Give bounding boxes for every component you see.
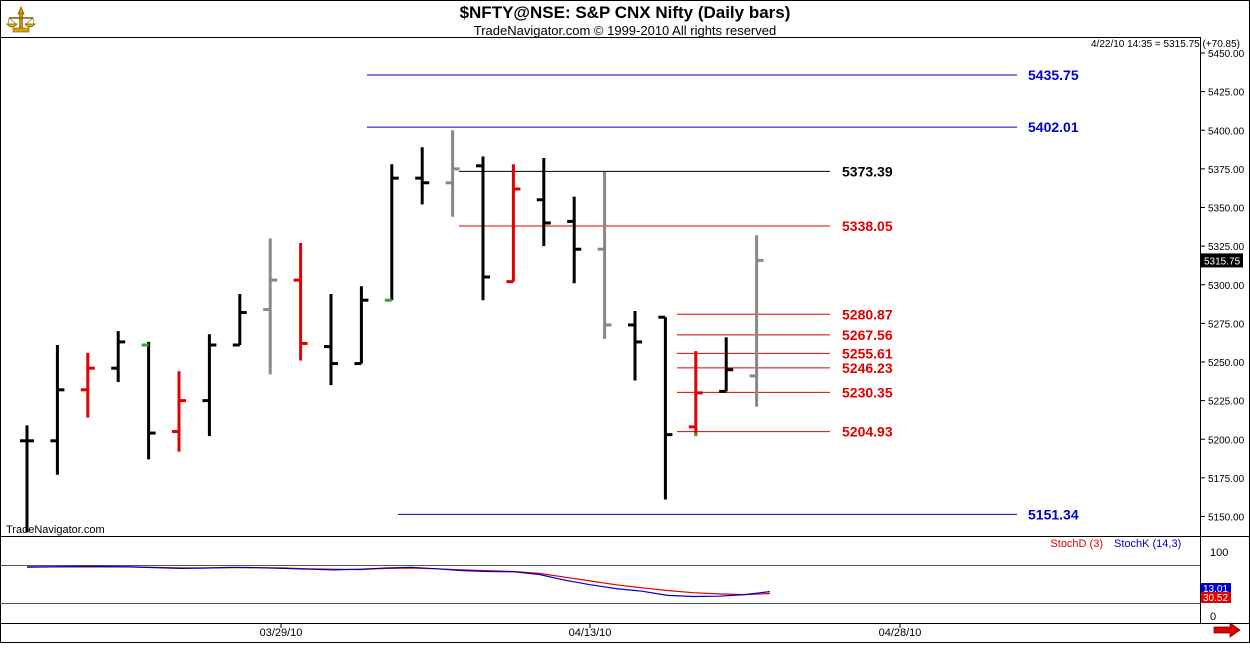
ohlc-bar: [263, 238, 278, 375]
ohlc-bar: [232, 294, 247, 347]
price-tick-label: 5425.00: [1208, 88, 1245, 99]
ohlc-bar: [172, 371, 186, 452]
date-label: 04/13/10: [569, 627, 612, 639]
price-tick-label: 5200.00: [1208, 435, 1245, 446]
ohlc-bar: [50, 345, 65, 475]
level-label: 5435.75: [1028, 67, 1079, 83]
stoch-k-value: 13.01: [1203, 584, 1228, 595]
ohlc-bar: [202, 334, 217, 437]
chart-title: $NFTY@NSE: S&P CNX Nifty (Daily bars): [459, 3, 791, 22]
price-tick-label: 5275.00: [1208, 319, 1245, 330]
ohlc-bar: [658, 315, 673, 500]
ohlc-bar: [354, 286, 369, 366]
last-price-label: 5315.75: [1204, 256, 1241, 267]
ohlc-bar: [597, 171, 612, 339]
ohlc-bar: [445, 130, 460, 217]
scroll-right-arrow-icon[interactable]: [1212, 622, 1242, 638]
level-label: 5267.56: [842, 327, 893, 343]
price-tick-label: 5400.00: [1208, 126, 1245, 137]
stoch-axis-100: 100: [1210, 547, 1228, 559]
level-label: 5338.05: [842, 218, 893, 234]
level-label: 5373.39: [842, 163, 893, 179]
price-tick-label: 5350.00: [1208, 204, 1245, 215]
ohlc-bar: [567, 196, 582, 284]
price-tick-label: 5250.00: [1208, 358, 1245, 369]
ohlc-bar: [749, 235, 764, 407]
watermark: TradeNavigator.com: [6, 524, 105, 536]
stoch-axis-0: 0: [1210, 611, 1216, 623]
level-label: 5204.93: [842, 424, 893, 440]
ohlc-bar: [80, 352, 95, 418]
ohlc-bar: [293, 243, 308, 361]
level-label: 5255.61: [842, 345, 893, 361]
level-label: 5230.35: [842, 384, 893, 400]
trade-navigator-logo-icon[interactable]: [4, 4, 38, 38]
last-price-box: [1201, 253, 1243, 268]
ohlc-bar: [628, 311, 642, 381]
price-tick-label: 5325.00: [1208, 242, 1245, 253]
stoch-d-legend: StochD (3): [1050, 538, 1103, 550]
price-tick-label: 5150.00: [1208, 513, 1245, 524]
stoch-d-value-box: [1201, 592, 1231, 603]
ohlc-bar: [141, 341, 156, 460]
ohlc-bar: [536, 158, 551, 247]
level-label: 5280.87: [842, 306, 893, 322]
stoch-d-line: [26, 566, 771, 596]
stoch-k-line: [27, 565, 771, 598]
stoch-d-value: 30.52: [1203, 593, 1228, 604]
price-tick-label: 5300.00: [1208, 281, 1245, 292]
copyright-text: TradeNavigator.com © 1999-2010 All right…: [473, 23, 777, 38]
level-label: 5402.01: [1028, 119, 1079, 135]
stoch-k-legend: StochK (14,3): [1114, 538, 1181, 550]
stoch-k-value-box: [1201, 583, 1231, 594]
ohlc-bar: [20, 425, 34, 532]
ohlc-bar: [688, 351, 703, 437]
ohlc-bar: [506, 164, 521, 284]
level-label: 5246.23: [842, 360, 893, 376]
ohlc-bar: [324, 294, 338, 386]
date-label: 04/28/10: [879, 627, 922, 639]
price-tick-label: 5225.00: [1208, 397, 1245, 408]
price-tick-label: 5450.00: [1208, 49, 1245, 60]
ohlc-bar: [415, 147, 430, 205]
ohlc-bar: [476, 156, 490, 301]
level-label: 5151.34: [1028, 506, 1079, 522]
date-label: 03/29/10: [260, 627, 303, 639]
ohlc-bar: [384, 164, 399, 302]
ohlc-bar: [111, 331, 126, 383]
last-quote: 4/22/10 14:35 = 5315.75 (+70.85): [1091, 39, 1240, 50]
price-tick-label: 5175.00: [1208, 474, 1245, 485]
price-tick-label: 5375.00: [1208, 165, 1245, 176]
ohlc-bar: [719, 337, 734, 393]
